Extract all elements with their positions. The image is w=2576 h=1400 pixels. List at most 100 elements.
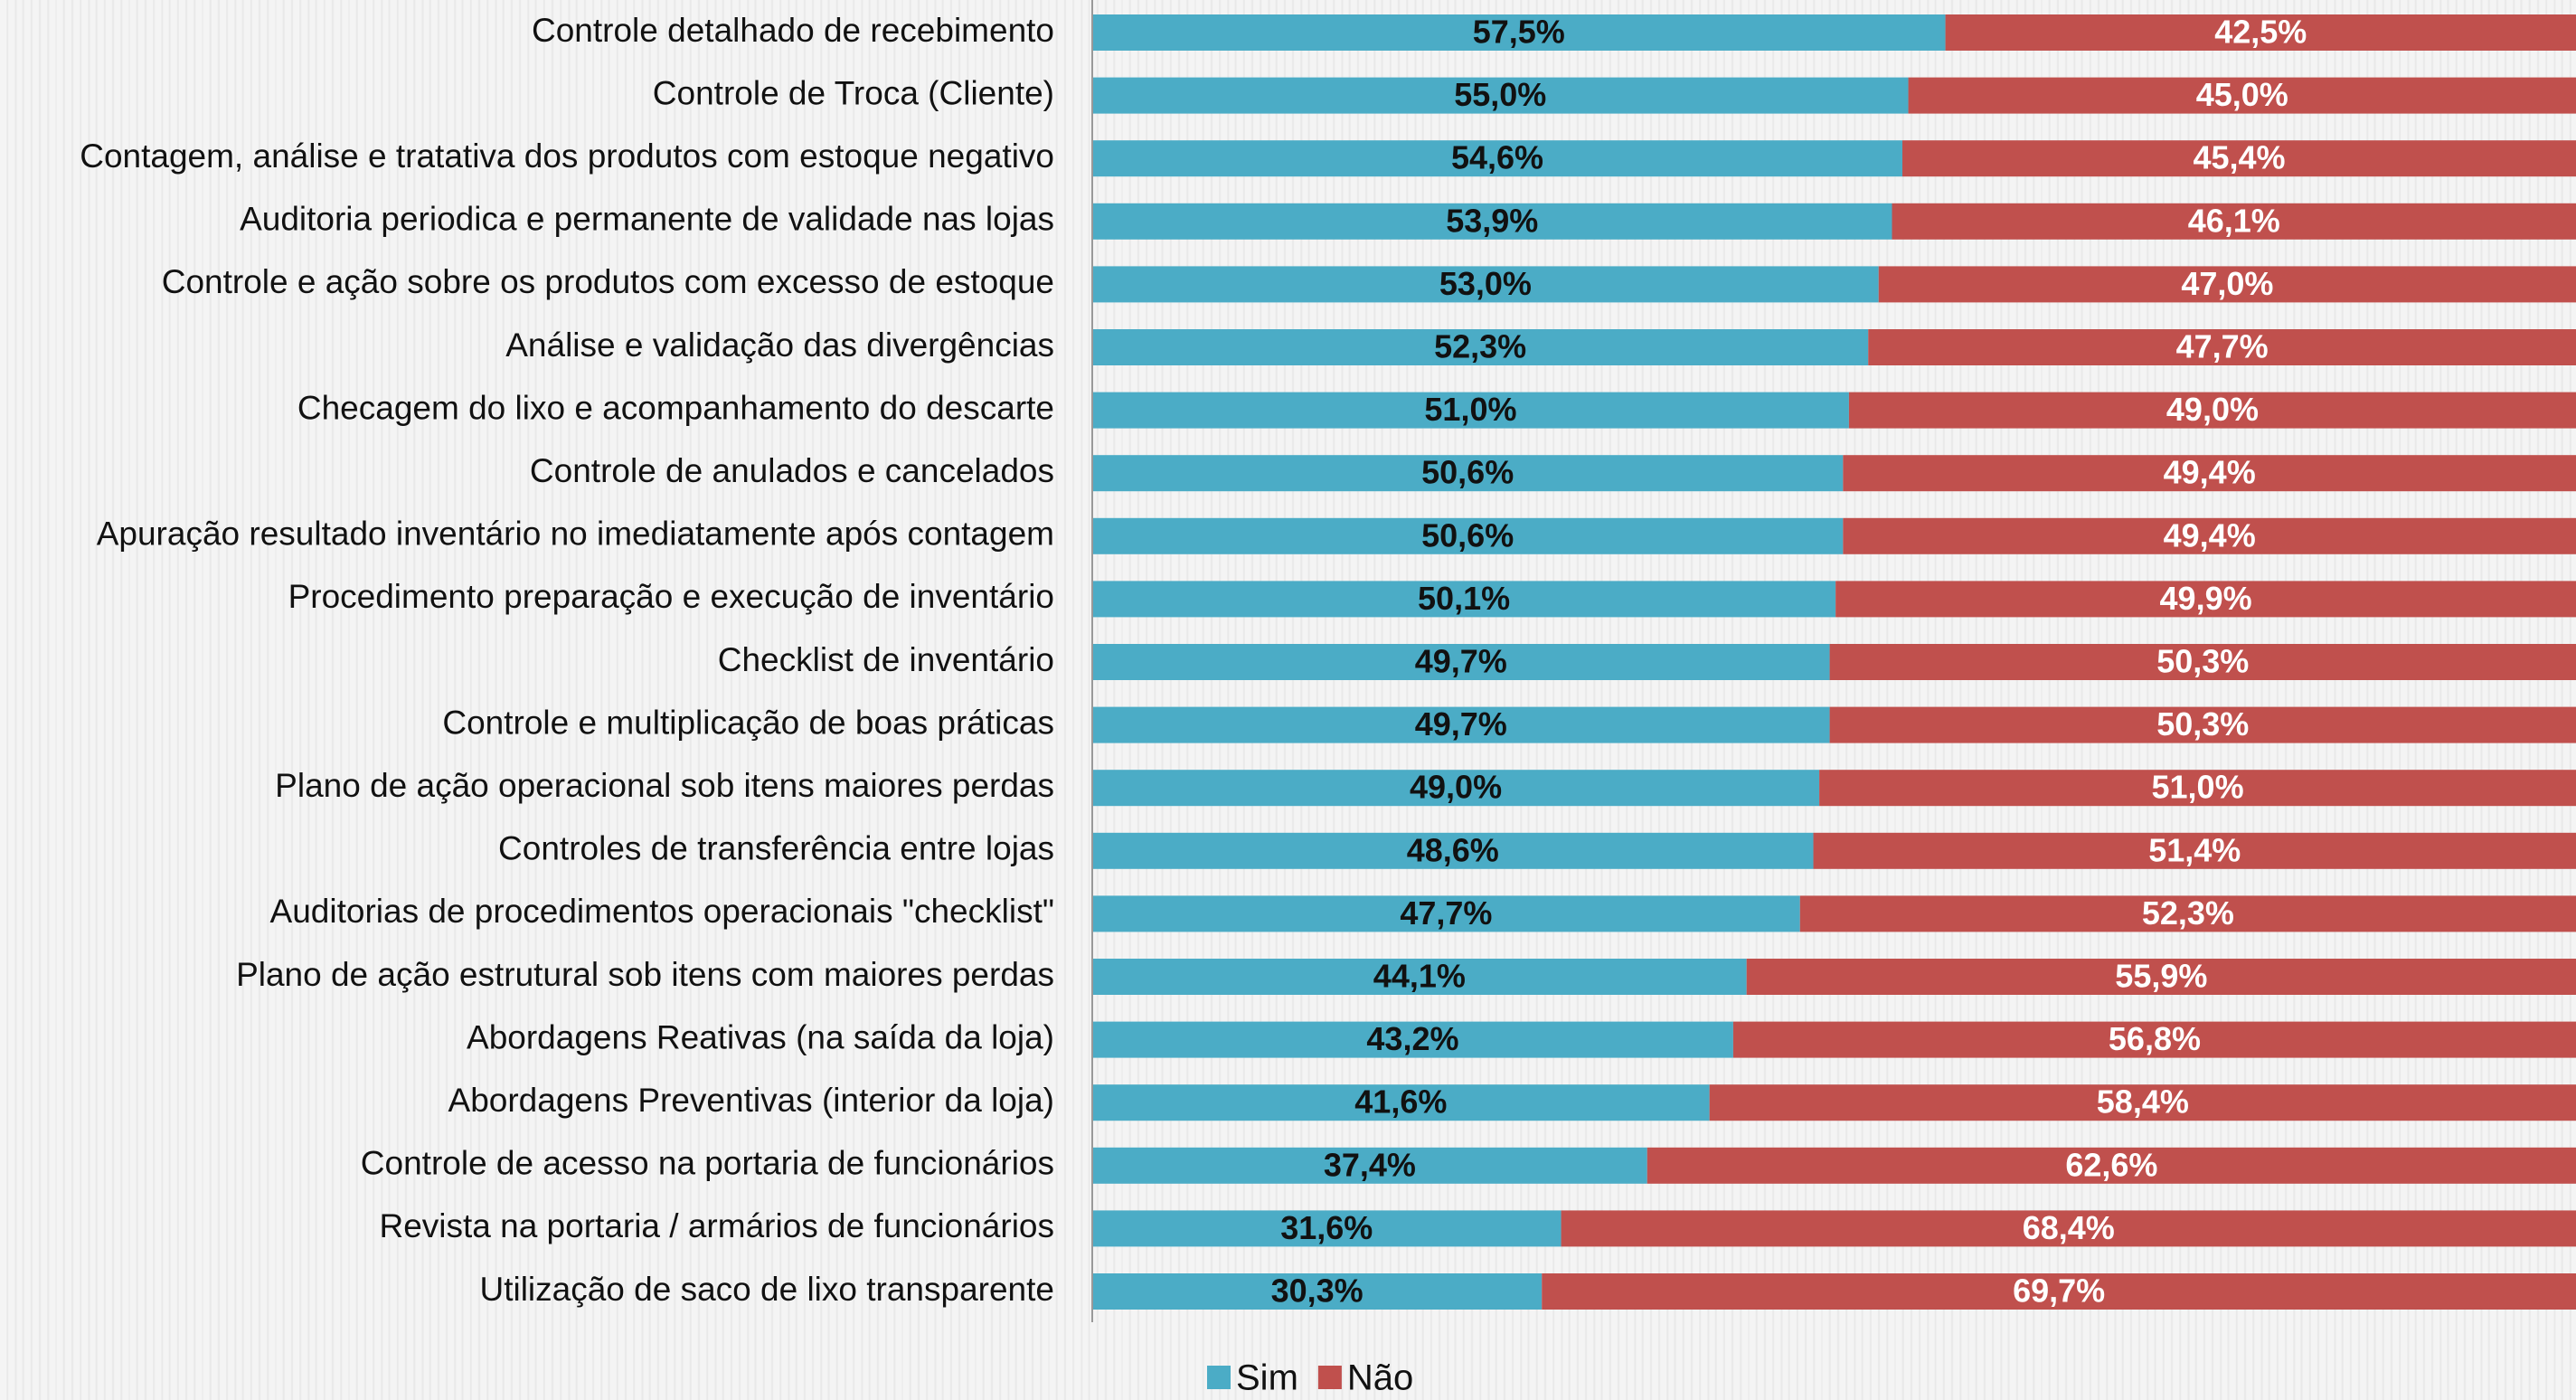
value-label: 30,3% xyxy=(1271,1272,1363,1310)
category-label: Análise e validação das divergências xyxy=(505,326,1054,364)
bar-segment xyxy=(1829,706,2576,743)
value-label: 41,6% xyxy=(1354,1083,1447,1121)
bar-segment xyxy=(1092,581,1836,618)
bar-segment xyxy=(1835,581,2576,618)
category-label: Apuração resultado inventário no imediat… xyxy=(97,516,1054,553)
bar-segment xyxy=(1092,1210,1562,1247)
category-label: Checagem do lixo e acompanhamento do des… xyxy=(297,389,1054,426)
value-label: 31,6% xyxy=(1280,1209,1373,1246)
category-label: Utilização de saco de lixo transparente xyxy=(479,1271,1054,1308)
value-label: 49,4% xyxy=(2164,454,2256,491)
category-label: Controles de transferência entre lojas xyxy=(498,830,1054,867)
value-label: 45,0% xyxy=(2196,76,2288,113)
value-label: 51,0% xyxy=(1424,391,1516,428)
bar-segment xyxy=(1092,329,1869,365)
bar-segment xyxy=(1092,203,1892,240)
bar-segment xyxy=(1092,706,1830,743)
value-label: 47,7% xyxy=(1400,894,1492,932)
category-label: Plano de ação estrutural sob itens com m… xyxy=(236,956,1054,993)
bar-segment xyxy=(1709,1084,2576,1121)
category-label: Controle detalhado de recebimento xyxy=(532,12,1054,49)
category-label: Revista na portaria / armários de funcio… xyxy=(379,1207,1054,1244)
category-label: Controle de Troca (Cliente) xyxy=(653,74,1054,111)
value-label: 56,8% xyxy=(2109,1020,2201,1057)
value-label: 42,5% xyxy=(2214,14,2307,51)
bar-segment xyxy=(1092,959,1747,995)
category-label: Checklist de inventário xyxy=(718,641,1054,678)
bar-segment xyxy=(1092,1147,1647,1184)
value-label: 50,3% xyxy=(2156,705,2249,743)
value-label: 52,3% xyxy=(1434,328,1526,365)
value-label: 49,0% xyxy=(1410,769,1502,806)
bar-segment xyxy=(1092,770,1820,807)
value-label: 62,6% xyxy=(2065,1146,2157,1183)
value-label: 58,4% xyxy=(2097,1083,2189,1121)
bar-segment xyxy=(1092,140,1902,177)
value-label: 50,6% xyxy=(1421,454,1514,491)
category-label: Contagem, análise e tratativa dos produt… xyxy=(80,137,1054,175)
value-label: 47,0% xyxy=(2181,265,2273,302)
bar-segment xyxy=(1092,266,1879,303)
value-label: 48,6% xyxy=(1407,831,1499,868)
bar-segment xyxy=(1092,1021,1733,1058)
value-label: 49,4% xyxy=(2164,516,2256,553)
bar-segment xyxy=(1799,895,2576,932)
bar-segment xyxy=(1092,1084,1710,1121)
legend-label: Não xyxy=(1347,1358,1413,1398)
bar-segment xyxy=(1901,140,2576,177)
bar-segment xyxy=(1843,455,2576,492)
value-label: 46,1% xyxy=(2188,202,2280,239)
bar-segment xyxy=(1848,392,2576,429)
legend-swatch xyxy=(1207,1366,1231,1389)
value-label: 55,0% xyxy=(1454,76,1546,113)
bar-segment xyxy=(1868,329,2576,365)
value-label: 54,6% xyxy=(1451,139,1543,176)
value-label: 51,0% xyxy=(2152,769,2244,806)
bar-segment xyxy=(1732,1021,2576,1058)
bar-segment xyxy=(1813,832,2576,869)
category-label: Plano de ação operacional sob itens maio… xyxy=(275,767,1054,804)
category-label: Abordagens Reativas (na saída da loja) xyxy=(467,1018,1054,1055)
value-label: 47,7% xyxy=(2176,328,2269,365)
bar-segment xyxy=(1092,644,1830,680)
bar-segment xyxy=(1092,895,1800,932)
bar-segment xyxy=(1908,77,2576,114)
category-label: Controle e ação sobre os produtos com ex… xyxy=(162,263,1054,300)
value-label: 69,7% xyxy=(2013,1272,2105,1310)
value-label: 68,4% xyxy=(2023,1209,2115,1246)
value-label: 53,9% xyxy=(1446,202,1538,239)
bar-segment xyxy=(1092,77,1909,114)
value-label: 44,1% xyxy=(1373,958,1466,995)
value-label: 50,3% xyxy=(2156,643,2249,680)
value-label: 51,4% xyxy=(2148,831,2241,868)
category-label: Procedimento preparação e execução de in… xyxy=(288,578,1054,615)
category-label: Abordagens Preventivas (interior da loja… xyxy=(448,1082,1054,1119)
bar-segment xyxy=(1945,14,2576,51)
value-label: 49,7% xyxy=(1415,643,1507,680)
value-label: 49,0% xyxy=(2166,391,2259,428)
category-label: Controle e multiplicação de boas prática… xyxy=(442,704,1054,741)
bar-segment xyxy=(1092,14,1946,51)
bar-segment xyxy=(1092,832,1814,869)
value-label: 49,9% xyxy=(2160,580,2252,617)
bar-segment xyxy=(1561,1210,2576,1247)
value-label: 37,4% xyxy=(1324,1146,1416,1183)
bar-segment xyxy=(1647,1147,2576,1184)
category-label: Auditoria periodica e permanente de vali… xyxy=(240,201,1054,238)
bar-segment xyxy=(1819,770,2576,807)
category-label: Controle de anulados e cancelados xyxy=(530,452,1054,489)
value-label: 45,4% xyxy=(2193,139,2285,176)
bar-segment xyxy=(1829,644,2576,680)
bar-segment xyxy=(1092,517,1844,554)
value-label: 52,3% xyxy=(2142,894,2234,932)
value-label: 43,2% xyxy=(1366,1020,1458,1057)
value-label: 49,7% xyxy=(1415,705,1507,743)
bar-segment xyxy=(1092,392,1849,429)
value-label: 50,1% xyxy=(1418,580,1510,617)
category-label: Controle de acesso na portaria de funcio… xyxy=(361,1145,1054,1182)
value-label: 50,6% xyxy=(1421,516,1514,553)
legend-swatch xyxy=(1317,1366,1342,1389)
value-label: 55,9% xyxy=(2115,958,2207,995)
